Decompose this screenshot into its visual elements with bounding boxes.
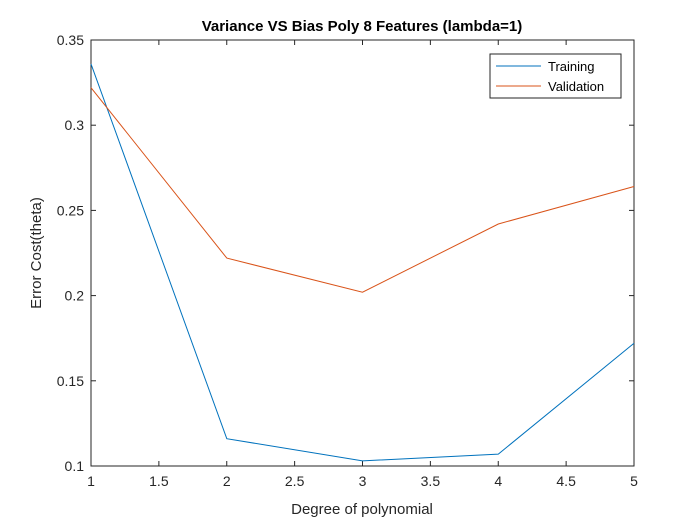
y-tick-label: 0.1 xyxy=(65,458,85,474)
x-tick-label: 4 xyxy=(494,473,502,489)
y-axis-label: Error Cost(theta) xyxy=(28,197,45,309)
x-axis-ticks: 1 1.5 2 2.5 3 3.5 4 4.5 5 xyxy=(87,40,638,489)
series-lines xyxy=(90,63,635,462)
x-axis-label: Degree of polynomial xyxy=(291,501,433,518)
series-line-validation xyxy=(90,87,635,293)
legend-label-training: Training xyxy=(548,59,594,74)
series-line-training xyxy=(90,63,635,462)
y-tick-label: 0.2 xyxy=(65,288,85,304)
legend: Training Validation xyxy=(489,53,622,99)
x-tick-label: 1 xyxy=(87,473,95,489)
x-tick-label: 5 xyxy=(630,473,638,489)
legend-label-validation: Validation xyxy=(548,79,604,94)
x-tick-label: 3 xyxy=(359,473,367,489)
y-tick-label: 0.3 xyxy=(65,117,85,133)
x-tick-label: 4.5 xyxy=(556,473,576,489)
y-axis-ticks: 0.1 0.15 0.2 0.25 0.3 0.35 xyxy=(57,32,634,474)
y-tick-label: 0.25 xyxy=(57,202,84,218)
y-tick-label: 0.35 xyxy=(57,32,84,48)
y-tick-label: 0.15 xyxy=(57,373,84,389)
x-tick-label: 3.5 xyxy=(421,473,441,489)
x-tick-label: 2.5 xyxy=(285,473,305,489)
x-tick-label: 2 xyxy=(223,473,231,489)
legend-box xyxy=(489,53,622,99)
x-tick-label: 1.5 xyxy=(149,473,169,489)
plot-area: 1 1.5 2 2.5 3 3.5 4 4.5 5 0.1 0.15 0.2 0.25 0.3 0.35 xyxy=(57,32,638,489)
plot-frame xyxy=(90,39,635,467)
chart-title: Variance VS Bias Poly 8 Features (lambda… xyxy=(202,18,523,35)
